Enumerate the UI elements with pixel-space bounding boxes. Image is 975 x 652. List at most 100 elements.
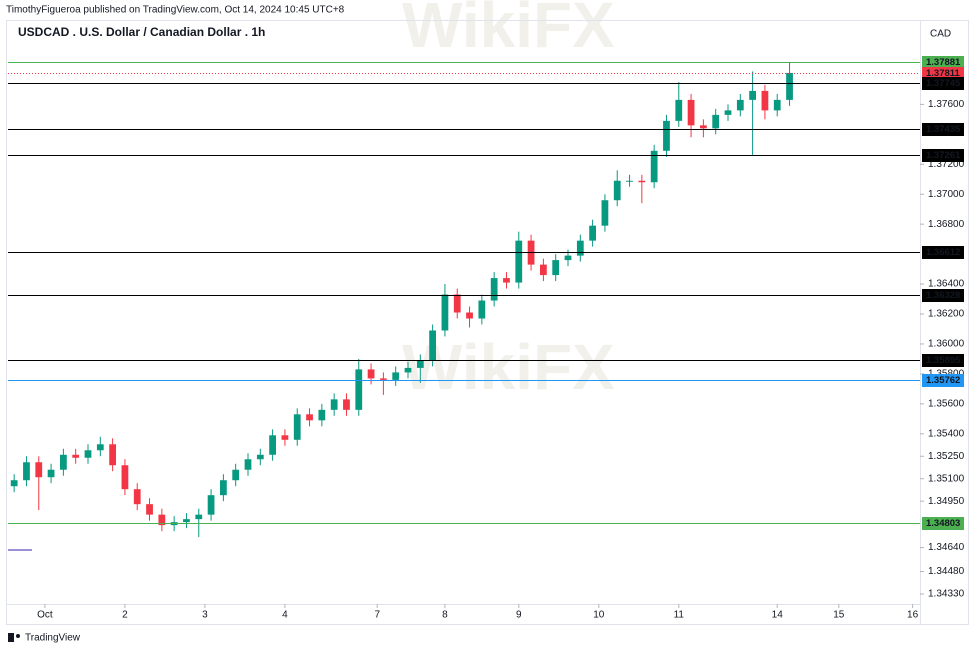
y-tick-label: 1.35600 bbox=[928, 398, 965, 409]
candle-body bbox=[404, 367, 412, 373]
candle-body bbox=[749, 90, 756, 100]
candle-body bbox=[146, 504, 153, 515]
candle-body bbox=[392, 372, 400, 380]
watermark: WikiFX bbox=[402, 0, 615, 61]
price-label: 1.37811 bbox=[926, 68, 961, 79]
price-label-box bbox=[922, 67, 964, 80]
candle-body bbox=[564, 255, 572, 261]
candle-body bbox=[256, 454, 264, 460]
candle-body bbox=[589, 225, 596, 241]
x-tick-label: 16 bbox=[907, 610, 919, 621]
candle-body bbox=[712, 114, 720, 129]
logo bbox=[8, 633, 14, 642]
candle-body bbox=[724, 110, 732, 115]
candle-body bbox=[380, 378, 387, 380]
candle-body bbox=[453, 294, 461, 313]
candle-body bbox=[552, 260, 560, 276]
candle-body bbox=[626, 180, 633, 182]
candle-body bbox=[318, 409, 326, 421]
candle-body bbox=[429, 330, 436, 361]
candle-body bbox=[663, 120, 670, 151]
byline: TimothyFigueroa published on TradingView… bbox=[6, 5, 345, 16]
candle-body bbox=[601, 200, 609, 226]
y-tick-label: 1.34480 bbox=[928, 566, 965, 577]
footer: TradingView bbox=[8, 633, 81, 644]
candle-body bbox=[466, 312, 473, 319]
x-tick-label: 14 bbox=[772, 610, 784, 621]
candle-body bbox=[207, 495, 215, 515]
candle-body bbox=[540, 264, 547, 276]
candle-body bbox=[687, 99, 695, 126]
price-label-box bbox=[922, 77, 964, 90]
x-tick-label: 15 bbox=[833, 610, 845, 621]
price-label: 1.36612 bbox=[926, 247, 960, 258]
candle-body bbox=[786, 72, 793, 100]
candle-body bbox=[503, 278, 510, 283]
candle-body bbox=[343, 399, 350, 410]
candle-body bbox=[515, 240, 523, 283]
price-label: 1.35895 bbox=[926, 355, 961, 366]
candle-body bbox=[183, 519, 190, 523]
candle-body bbox=[121, 465, 129, 490]
candle-body bbox=[133, 489, 141, 505]
price-label-box bbox=[922, 517, 964, 530]
candle-body bbox=[761, 90, 769, 111]
candle-body bbox=[638, 180, 646, 183]
candle-body bbox=[232, 469, 240, 481]
y-tick-label: 1.37600 bbox=[928, 99, 965, 110]
candle-body bbox=[35, 462, 43, 478]
x-tick-label: 10 bbox=[593, 610, 605, 621]
logo bbox=[16, 634, 20, 638]
price-label-box bbox=[922, 354, 964, 367]
candle-body bbox=[416, 360, 424, 368]
price-label-box bbox=[922, 149, 964, 162]
candle-body bbox=[269, 435, 276, 455]
candle-body bbox=[675, 99, 683, 121]
candle-body bbox=[96, 444, 104, 451]
chart-frame bbox=[6, 20, 969, 625]
candle-body bbox=[84, 450, 92, 458]
y-tick-label: 1.35400 bbox=[928, 428, 965, 439]
y-tick-label: 1.34330 bbox=[928, 589, 965, 600]
candle-body bbox=[23, 462, 30, 481]
candle-body bbox=[47, 469, 55, 478]
candle-body bbox=[72, 454, 80, 458]
x-tick-label: 11 bbox=[674, 610, 685, 621]
candle-body bbox=[367, 369, 375, 379]
y-tick-label: 1.36200 bbox=[928, 309, 965, 320]
price-label: 1.34803 bbox=[926, 518, 960, 529]
y-tick-label: 1.37200 bbox=[928, 159, 965, 170]
price-label-box bbox=[922, 374, 964, 387]
y-tick-label: 1.36000 bbox=[928, 339, 965, 350]
candle-body bbox=[773, 99, 781, 111]
candle-body bbox=[158, 514, 166, 526]
candle-body bbox=[441, 294, 449, 331]
x-tick-label: 7 bbox=[374, 610, 380, 621]
price-label-box bbox=[922, 289, 964, 302]
candle-body bbox=[10, 480, 18, 487]
candle-body bbox=[490, 278, 498, 301]
candle-body bbox=[478, 300, 486, 319]
footer-brand: TradingView bbox=[25, 633, 81, 644]
candle-body bbox=[576, 240, 584, 256]
candle-body bbox=[293, 414, 301, 440]
candle-body bbox=[700, 125, 707, 129]
price-label: 1.35762 bbox=[926, 375, 960, 386]
candle-body bbox=[60, 454, 67, 470]
x-tick-label: 3 bbox=[202, 610, 208, 621]
chart-title: USDCAD . U.S. Dollar / Canadian Dollar .… bbox=[18, 25, 265, 39]
candle-body bbox=[613, 180, 621, 201]
y-tick-label: 1.37000 bbox=[928, 189, 965, 200]
price-label-box bbox=[922, 56, 964, 69]
candle-body bbox=[220, 480, 227, 496]
candle-body bbox=[109, 444, 116, 466]
candle-body bbox=[281, 435, 289, 440]
x-tick-label: 8 bbox=[442, 610, 448, 621]
price-label: 1.37435 bbox=[926, 124, 961, 135]
candle-body bbox=[330, 399, 338, 410]
currency: CAD bbox=[930, 29, 951, 40]
price-label: 1.36328 bbox=[926, 290, 960, 301]
